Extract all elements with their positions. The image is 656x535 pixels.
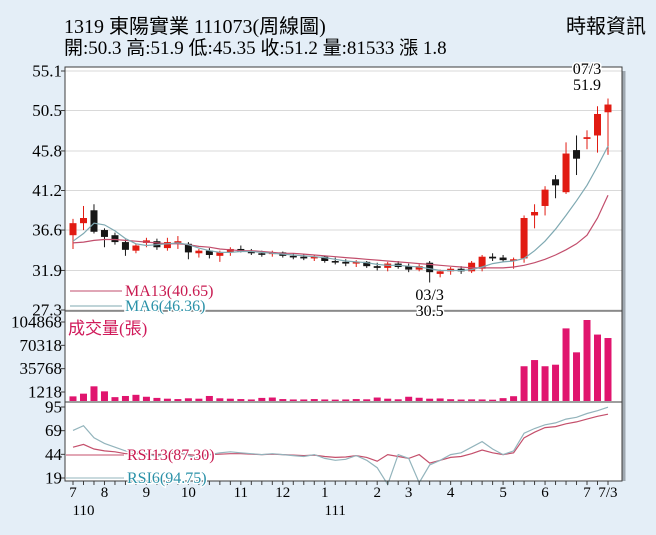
svg-text:10: 10 — [181, 485, 196, 501]
annotations: 07/351.9 03/330.5 — [414, 60, 603, 322]
svg-text:8: 8 — [101, 485, 109, 501]
svg-text:35768: 35768 — [20, 359, 63, 378]
annotation-period-high: 51.9 — [573, 77, 601, 94]
volume-series — [69, 320, 612, 401]
svg-text:11: 11 — [234, 485, 248, 501]
svg-text:MA13(40.65): MA13(40.65) — [125, 283, 213, 300]
svg-text:3: 3 — [405, 485, 413, 501]
svg-text:RSI13(87.30): RSI13(87.30) — [127, 447, 215, 464]
annotation-period-low: 03/3 — [415, 287, 443, 304]
svg-text:110: 110 — [73, 503, 95, 519]
svg-text:95: 95 — [45, 398, 62, 417]
svg-text:19: 19 — [45, 469, 62, 488]
source-label: 時報資訊 — [566, 16, 646, 38]
legends: MA13(40.65)MA6(46.36) 成交量(張) RSI13(87.30) R… — [66, 282, 216, 488]
svg-text:成交量(張): 成交量(張) — [68, 319, 147, 338]
panel-borders — [64, 66, 626, 482]
svg-text:50.5: 50.5 — [32, 101, 62, 120]
svg-text:27.3: 27.3 — [32, 301, 62, 320]
svg-text:6: 6 — [541, 485, 549, 501]
chart-title: 1319 東陽實業 111073(周線圖) — [64, 16, 326, 38]
svg-text:RSI6(94.75): RSI6(94.75) — [127, 470, 207, 487]
svg-text:55.1: 55.1 — [32, 62, 62, 81]
svg-text:2: 2 — [373, 485, 381, 501]
svg-text:7: 7 — [583, 485, 591, 501]
rsi-lines — [72, 406, 609, 486]
svg-text:5: 5 — [499, 485, 507, 501]
svg-text:1218: 1218 — [28, 382, 62, 401]
svg-text:4: 4 — [447, 485, 455, 501]
svg-text:12: 12 — [275, 485, 290, 501]
svg-text:7: 7 — [69, 485, 77, 501]
svg-text:1: 1 — [321, 485, 329, 501]
candlestick-series — [69, 98, 612, 283]
svg-text:41.2: 41.2 — [32, 181, 62, 200]
svg-text:MA6(46.36): MA6(46.36) — [125, 298, 205, 315]
svg-text:36.6: 36.6 — [32, 221, 62, 240]
panels — [65, 67, 622, 481]
annotation-period-low: 30.5 — [416, 303, 444, 320]
ma-lines — [72, 145, 609, 272]
svg-text:44: 44 — [45, 445, 63, 464]
svg-text:104868: 104868 — [11, 313, 62, 332]
svg-text:70318: 70318 — [20, 336, 63, 355]
svg-text:9: 9 — [143, 485, 151, 501]
svg-text:69: 69 — [45, 421, 62, 440]
quote-line: 開:50.3 高:51.9 低:45.35 收:51.2 量:81533 漲 1… — [64, 38, 447, 59]
svg-text:111: 111 — [325, 503, 346, 519]
price-gridlines — [65, 70, 622, 311]
svg-text:45.8: 45.8 — [32, 141, 62, 160]
svg-text:7/3: 7/3 — [598, 485, 617, 501]
annotation-period-high: 07/3 — [573, 61, 601, 78]
svg-text:31.9: 31.9 — [32, 261, 62, 280]
